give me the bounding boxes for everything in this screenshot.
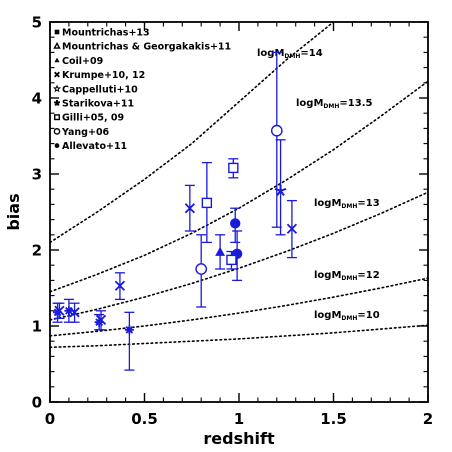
legend: Mountrichas+13 Mountrichas & Georgakakis+… bbox=[52, 28, 231, 152]
legend-item-1: Mountrichas & Georgakakis+11 bbox=[53, 41, 231, 53]
mass-curve-2 bbox=[49, 191, 429, 321]
marker bbox=[64, 306, 74, 316]
marker bbox=[226, 254, 237, 266]
legend-item-4: Cappelluti+10 bbox=[52, 84, 138, 95]
mass-label-1: logMDMH=13.5 bbox=[296, 98, 373, 110]
data-point-6-0 bbox=[201, 161, 213, 244]
x-tick-label: 0.5 bbox=[131, 410, 158, 428]
data-point-8-1 bbox=[63, 298, 74, 323]
marker bbox=[195, 263, 208, 275]
legend-marker bbox=[53, 41, 61, 49]
x-tick-label: 0 bbox=[45, 410, 55, 428]
data-point-3-5 bbox=[286, 199, 298, 259]
y-tick-label: 2 bbox=[32, 242, 42, 260]
halo-mass-labels: logMDMH=14 logMDMH=13.5 logMDMH=13 logMDMH=… bbox=[257, 48, 380, 322]
data-point-3-4 bbox=[184, 184, 195, 232]
marker bbox=[274, 184, 287, 197]
x-tick-label: 1.5 bbox=[320, 410, 347, 428]
legend-item-8: Allevato+11 bbox=[54, 141, 127, 152]
mass-label-2: logMDMH=13 bbox=[314, 198, 380, 210]
marker bbox=[230, 218, 241, 229]
legend-marker bbox=[54, 114, 61, 121]
legend-label: Coil+09 bbox=[62, 56, 103, 67]
data-point-0-0 bbox=[230, 207, 241, 244]
marker bbox=[215, 246, 226, 256]
x-tick-label: 1 bbox=[234, 410, 244, 428]
legend-marker bbox=[54, 29, 60, 35]
data-point-8-0 bbox=[52, 302, 63, 323]
y-tick-label: 0 bbox=[32, 394, 42, 412]
legend-marker bbox=[53, 128, 61, 135]
legend-item-6: Gilli+05, 09 bbox=[54, 113, 124, 124]
legend-item-7: Yang+06 bbox=[53, 127, 110, 138]
y-tick-label: 1 bbox=[32, 318, 42, 336]
marker bbox=[286, 223, 298, 234]
legend-item-2: Coil+09 bbox=[54, 56, 103, 67]
legend-item-5: Starikova+11 bbox=[53, 99, 134, 110]
data-point-3-1 bbox=[69, 302, 80, 323]
x-axis-title: redshift bbox=[203, 429, 275, 448]
legend-label: Allevato+11 bbox=[62, 141, 127, 152]
legend-label: Starikova+11 bbox=[62, 99, 134, 110]
legend-label: Mountrichas+13 bbox=[62, 28, 150, 39]
marker bbox=[201, 197, 213, 209]
data-point-6-2 bbox=[226, 250, 237, 270]
mass-curve-3 bbox=[49, 277, 429, 337]
y-axis-title: bias bbox=[4, 193, 23, 230]
marker bbox=[228, 162, 239, 174]
data-point-3-3 bbox=[114, 272, 126, 301]
legend-marker bbox=[53, 100, 61, 107]
marker bbox=[270, 124, 283, 137]
data-point-6-1 bbox=[228, 158, 239, 179]
legend-marker bbox=[54, 57, 60, 63]
legend-label: Cappelluti+10 bbox=[62, 84, 138, 95]
mass-label-4: logMDMH=10 bbox=[314, 310, 380, 322]
marker bbox=[114, 280, 126, 291]
data-point-8-3 bbox=[124, 311, 135, 371]
x-tick-label: 2 bbox=[423, 410, 433, 428]
legend-marker bbox=[52, 84, 62, 93]
marker bbox=[94, 317, 104, 327]
axes: 0 0.5 1 1.5 2 0 1 2 3 4 5 redshift bias bbox=[4, 14, 433, 449]
marker bbox=[124, 325, 134, 335]
data-point-7-0 bbox=[195, 234, 208, 308]
data-point-2-0 bbox=[215, 234, 226, 270]
y-tick-label: 5 bbox=[32, 14, 42, 32]
legend-label: Yang+06 bbox=[61, 127, 110, 138]
legend-marker bbox=[54, 143, 60, 148]
mass-label-0: logMDMH=14 bbox=[257, 48, 323, 60]
legend-item-0: Mountrichas+13 bbox=[54, 28, 150, 39]
mass-label-3: logMDMH=12 bbox=[314, 270, 380, 282]
marker bbox=[53, 307, 63, 317]
y-tick-label: 4 bbox=[32, 90, 42, 108]
legend-label: Gilli+05, 09 bbox=[62, 113, 124, 124]
data-point-7-1 bbox=[270, 51, 283, 228]
y-tick-label: 3 bbox=[32, 166, 42, 184]
legend-marker bbox=[54, 71, 60, 78]
mass-curve-4 bbox=[49, 324, 429, 349]
data-point-8-2 bbox=[94, 313, 105, 331]
legend-label: Krumpe+10, 12 bbox=[62, 70, 145, 81]
mass-curve-0 bbox=[49, 21, 335, 244]
legend-item-3: Krumpe+10, 12 bbox=[54, 70, 145, 81]
data-series bbox=[52, 51, 298, 371]
marker bbox=[184, 203, 195, 214]
legend-label: Mountrichas & Georgakakis+11 bbox=[62, 42, 231, 53]
